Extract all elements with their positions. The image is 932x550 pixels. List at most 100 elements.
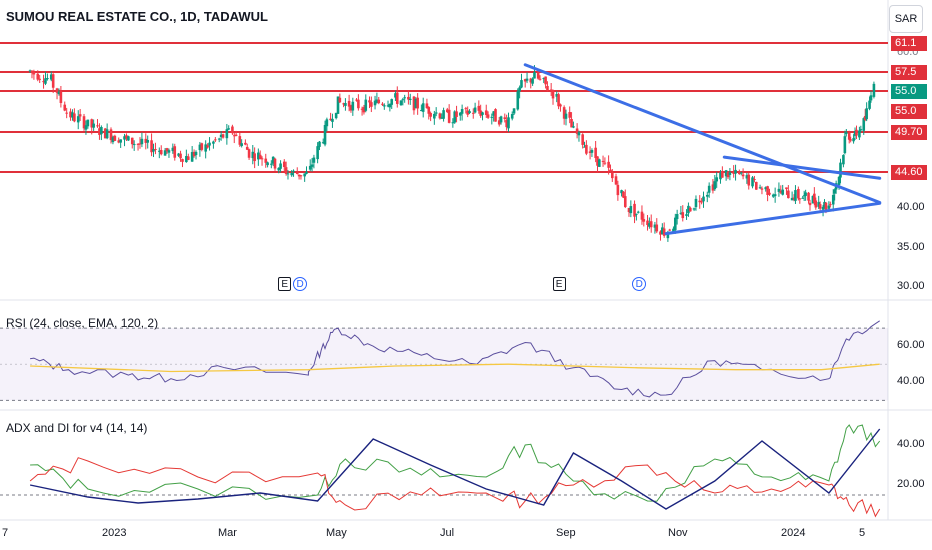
candle-body-34 [119,139,122,143]
adx-indicator-label[interactable]: ADX and DI for v4 (14, 14) [6,421,148,435]
candle-body-309 [829,204,832,206]
candle-body-294 [798,198,802,200]
candle-body-298 [807,192,810,201]
candle-body-239 [655,224,659,232]
candle-body-321 [853,131,857,136]
candle-body-313 [837,176,841,186]
candle-body-83 [251,151,255,159]
candle-body-91 [271,156,275,164]
candle-body-223 [614,176,618,185]
candle-body-102 [299,175,303,177]
candle-body-285 [777,188,781,192]
currency-button[interactable]: SAR [889,5,923,33]
candle-body-1 [30,70,34,73]
candle-body-67 [208,142,211,146]
candle-body-53 [171,147,175,152]
rsi-indicator-label[interactable]: RSI (24, close, EMA, 120, 2) [6,316,159,330]
candle-body-241 [661,227,664,235]
candle-body-225 [620,190,623,194]
candle-body-240 [659,231,662,235]
candle-body-307 [824,202,828,210]
candle-body-189 [525,78,529,81]
candle-body-17 [73,113,76,122]
candle-body-127 [364,99,368,111]
candle-body-184 [512,108,516,114]
candle-body-248 [679,212,683,214]
candle-body-218 [601,160,605,162]
candle-body-15 [69,111,72,118]
dividend-marker[interactable]: D [293,277,308,291]
candle-body-219 [603,162,607,164]
candle-body-43 [144,138,148,143]
candle-body-109 [318,141,321,147]
candle-body-88 [264,158,268,163]
candle-body-138 [394,93,397,98]
candle-body-236 [648,223,651,227]
candle-body-136 [388,104,392,108]
candle-body-114 [331,118,334,122]
candle-body-231 [635,213,638,215]
candle-body-2 [32,71,36,75]
candle-body-177 [494,109,497,122]
candle-body-273 [745,175,749,179]
candle-body-288 [785,187,788,190]
candle-body-95 [282,161,286,167]
candle-body-192 [533,72,536,79]
candle-body-167 [468,111,471,114]
candle-body-172 [481,112,484,115]
candle-body-204 [564,113,568,119]
candle-body-265 [724,170,728,177]
candle-body-97 [286,173,290,175]
candle-body-143 [407,96,410,100]
candle-body-74 [227,128,231,130]
candle-body-208 [575,128,579,134]
candle-body-283 [771,194,775,197]
candle-body-130 [373,100,377,106]
candle-body-68 [212,141,215,144]
candle-body-52 [167,150,171,153]
candle-body-131 [375,99,379,103]
candle-body-186 [518,87,521,92]
candle-body-276 [753,178,756,180]
candle-body-100 [295,172,299,174]
candle-body-27 [100,126,103,135]
earnings-marker[interactable]: E [552,277,566,291]
candle-body-181 [505,120,508,128]
candle-body-278 [758,187,762,189]
candle-body-324 [859,129,863,131]
time-axis-tick-2: Mar [218,527,237,539]
candle-body-245 [672,228,675,232]
candle-body-243 [666,231,670,239]
candle-body-156 [440,117,444,119]
candle-body-23 [90,119,94,128]
candle-body-272 [741,174,745,177]
candle-body-101 [297,174,301,177]
candle-body-145 [412,96,416,111]
dividend-marker[interactable]: D [632,277,647,291]
candle-body-207 [572,126,575,128]
candle-body-60 [190,152,194,162]
time-axis-tick-4: Jul [440,527,455,539]
candle-body-37 [127,136,130,141]
time-axis-tick-6: Nov [668,527,688,539]
candle-body-247 [675,214,679,220]
candle-body-210 [581,134,584,145]
candle-body-94 [279,163,282,169]
candle-body-152 [429,112,432,117]
candle-body-38 [130,137,134,145]
candle-body-28 [103,128,107,139]
candle-body-163 [458,112,462,116]
candle-body-96 [284,167,288,174]
candle-body-169 [473,107,477,113]
candle-body-5 [42,81,45,83]
candle-body-98 [290,173,293,176]
candle-body-123 [355,99,358,101]
earnings-marker[interactable]: E [278,277,292,291]
candle-body-142 [403,97,406,99]
candle-body-55 [177,153,180,156]
candle-body-316 [843,136,847,154]
price-tag-4: 49.70 [891,124,927,140]
candle-body-221 [609,169,612,172]
adx-axis-tick-1: 40.00 [897,438,925,450]
candle-body-150 [425,103,429,109]
